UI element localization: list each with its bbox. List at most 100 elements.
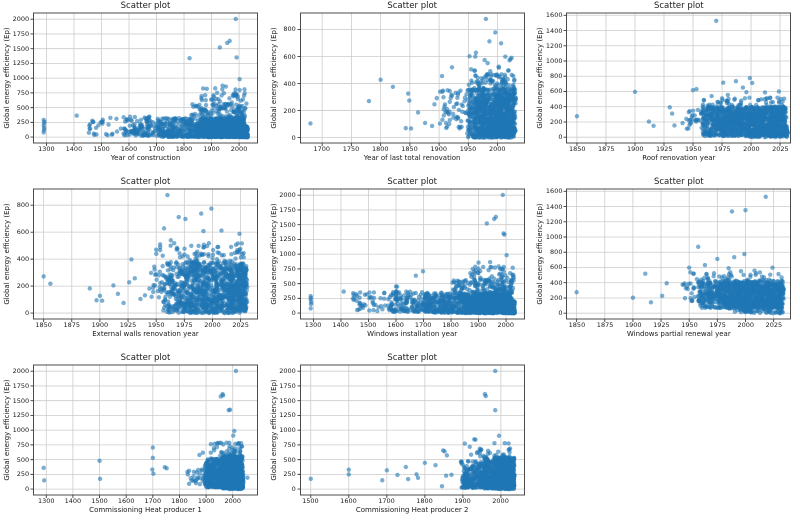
scatter-canvas: [533, 176, 800, 352]
y-tick-label: 600: [550, 87, 563, 96]
y-tick-label: 0: [558, 133, 563, 142]
x-axis-label: Windows installation year: [367, 329, 458, 338]
x-tick-label: 1950: [681, 320, 698, 329]
x-tick-label: 1400: [332, 320, 349, 329]
x-tick-label: 2025: [765, 320, 783, 329]
x-tick-label: 1900: [197, 496, 215, 505]
y-tick-label: 600: [550, 263, 563, 272]
y-tick-label: 500: [16, 103, 30, 112]
x-tick-label: 2000: [492, 496, 509, 505]
y-tick-label: 1500: [279, 220, 296, 229]
x-tick-label: 1900: [454, 496, 471, 505]
x-tick-label: 1900: [430, 144, 448, 153]
y-tick-label: 0: [558, 309, 563, 318]
chart-title: Scatter plot: [120, 353, 171, 363]
y-tick-label: 250: [283, 294, 296, 303]
subplot-roof-renovation-year: Scatter plot Global energy efficiency (E…: [533, 0, 800, 176]
x-tick-label: 1700: [414, 320, 432, 329]
x-tick-label: 1900: [624, 320, 642, 329]
scatter-canvas: [0, 176, 267, 352]
x-tick-label: 1850: [568, 144, 586, 153]
y-tick-label: 1250: [12, 411, 30, 420]
x-tick-label: 1950: [147, 320, 165, 329]
scatter-canvas: [266, 0, 534, 176]
x-tick-label: 2000: [204, 320, 221, 329]
y-tick-label: 1200: [545, 217, 563, 226]
y-tick-label: 1250: [279, 411, 296, 420]
subplot-year-of-construction: Scatter plot Global energy efficiency (E…: [0, 0, 267, 176]
y-tick-label: 800: [16, 201, 30, 210]
scatter-canvas: [266, 352, 534, 528]
x-tick-label: 2000: [737, 320, 755, 329]
x-tick-label: 1975: [709, 320, 726, 329]
y-axis-label: Global energy efficiency (Ep): [269, 203, 278, 305]
y-tick-label: 1750: [12, 381, 30, 390]
x-tick-label: 1800: [416, 496, 433, 505]
x-axis-label: Year of construction: [110, 153, 181, 162]
x-axis-label: Year of last total renovation: [363, 153, 461, 162]
y-tick-label: 1000: [12, 426, 30, 435]
x-tick-label: 1750: [342, 144, 360, 153]
y-tick-label: 250: [16, 470, 30, 479]
x-tick-label: 1900: [203, 144, 220, 153]
x-tick-label: 1500: [302, 496, 319, 505]
subplot-commissioning-heat-producer-1: Scatter plot Global energy efficiency (E…: [0, 352, 267, 528]
x-tick-label: 1500: [359, 320, 377, 329]
scatter-canvas: [0, 0, 267, 176]
y-tick-label: 1000: [545, 233, 563, 241]
x-tick-label: 2000: [743, 144, 760, 153]
y-tick-label: 0: [25, 309, 30, 318]
y-tick-label: 1400: [545, 26, 563, 35]
x-tick-label: 1700: [144, 496, 162, 505]
y-axis-label: Global energy efficiency (Ep): [536, 203, 545, 305]
x-tick-label: 2025: [232, 320, 249, 329]
x-tick-label: 1300: [38, 496, 55, 505]
x-axis-label: Commissioning Heat producer 2: [355, 505, 469, 514]
y-tick-label: 1600: [545, 11, 563, 20]
x-tick-label: 1975: [176, 320, 193, 329]
y-tick-label: 1200: [545, 41, 563, 50]
y-tick-label: 800: [550, 72, 563, 81]
y-tick-label: 500: [16, 455, 30, 464]
chart-title: Scatter plot: [387, 353, 437, 363]
y-tick-label: 250: [283, 470, 296, 479]
x-tick-label: 1700: [148, 144, 165, 153]
subplot-external-walls-renovation-year: Scatter plot Global energy efficiency (E…: [0, 176, 267, 352]
y-tick-label: 0: [291, 485, 296, 494]
chart-title: Scatter plot: [387, 177, 437, 187]
x-tick-label: 1300: [304, 320, 322, 329]
x-tick-label: 1800: [171, 496, 188, 505]
y-tick-label: 1750: [279, 205, 296, 214]
y-tick-label: 1000: [545, 57, 563, 65]
y-tick-label: 2000: [12, 15, 30, 24]
x-tick-label: 1800: [442, 320, 459, 329]
x-tick-label: 1925: [653, 320, 670, 329]
y-tick-label: 400: [16, 255, 30, 264]
chart-title: Scatter plot: [653, 177, 704, 187]
x-tick-label: 1700: [378, 496, 395, 505]
x-tick-label: 1975: [714, 144, 731, 153]
y-tick-label: 2000: [279, 191, 296, 200]
y-tick-label: 1500: [279, 396, 296, 405]
x-tick-label: 1875: [597, 144, 615, 153]
x-tick-label: 1600: [387, 320, 404, 329]
x-tick-label: 1850: [401, 144, 418, 153]
y-axis-label: Global energy efficiency (Ep): [3, 379, 11, 481]
chart-title: Scatter plot: [120, 177, 171, 187]
y-tick-label: 2000: [279, 367, 296, 376]
x-tick-label: 1850: [35, 320, 52, 329]
y-tick-label: 1000: [12, 74, 30, 83]
x-tick-label: 1900: [627, 144, 644, 153]
y-tick-label: 1250: [12, 59, 30, 68]
y-tick-label: 800: [550, 248, 563, 257]
subplot-year-of-last-total-renovation: Scatter plot Global energy efficiency (E…: [266, 0, 534, 176]
x-tick-label: 1400: [64, 496, 82, 505]
y-tick-label: 0: [25, 485, 30, 494]
chart-title: Scatter plot: [387, 1, 437, 11]
x-tick-label: 2025: [772, 144, 789, 153]
y-axis-label: Global energy efficiency (Ep): [536, 27, 545, 129]
scatter-canvas: [266, 176, 534, 352]
x-tick-label: 1600: [117, 496, 135, 505]
y-tick-label: 1600: [545, 187, 563, 196]
x-tick-label: 1800: [175, 144, 193, 153]
